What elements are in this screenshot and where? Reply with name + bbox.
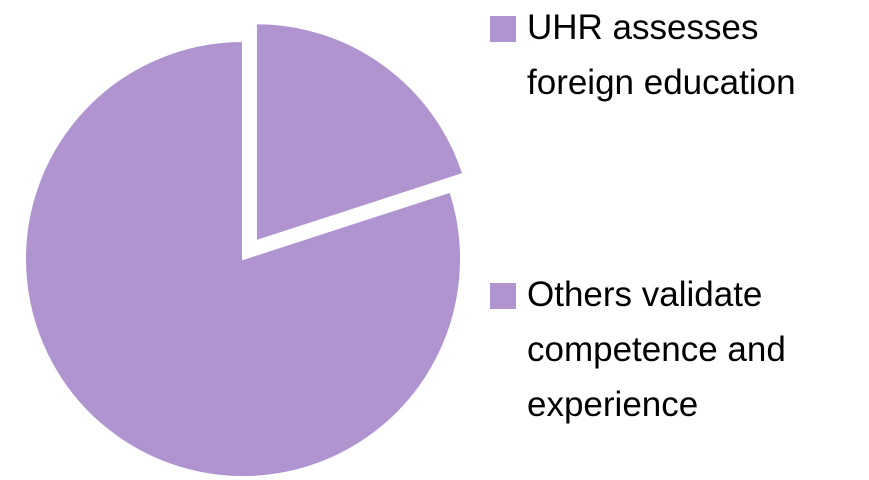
legend: UHR assesses foreign education Others val… xyxy=(490,0,868,480)
legend-swatch xyxy=(490,283,516,309)
pie-slice xyxy=(24,39,462,478)
legend-label: UHR assesses foreign education xyxy=(527,8,796,102)
chart xyxy=(24,22,465,478)
legend-item: UHR assesses foreign education xyxy=(490,0,868,110)
pie-slice xyxy=(254,22,465,243)
legend-item: Others validate competence and experienc… xyxy=(490,267,868,432)
legend-swatch xyxy=(490,16,516,42)
legend-label: Others validate competence and experienc… xyxy=(527,275,786,424)
